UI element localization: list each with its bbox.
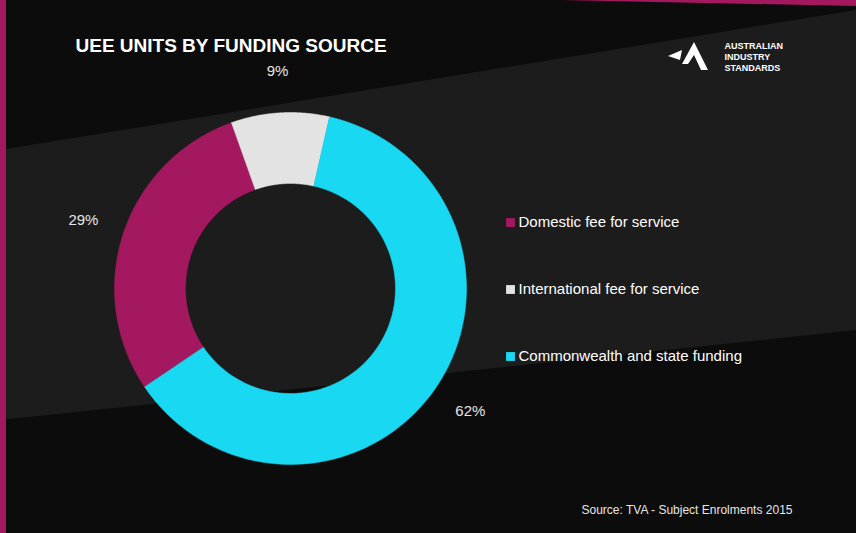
svg-text:STANDARDS: STANDARDS (725, 63, 781, 73)
svg-text:9%: 9% (267, 62, 289, 79)
svg-text:Source: TVA - Subject Enrolmen: Source: TVA - Subject Enrolments 2015 (581, 503, 792, 517)
svg-text:62%: 62% (455, 402, 485, 419)
svg-text:UEE UNITS BY FUNDING SOURCE: UEE UNITS BY FUNDING SOURCE (76, 35, 387, 56)
svg-text:AUSTRALIAN: AUSTRALIAN (725, 41, 784, 51)
svg-text:International fee for service: International fee for service (519, 280, 700, 297)
svg-text:INDUSTRY: INDUSTRY (725, 52, 771, 62)
svg-text:Commonwealth and state funding: Commonwealth and state funding (519, 347, 742, 364)
svg-text:Domestic fee for service: Domestic fee for service (519, 213, 680, 230)
svg-text:29%: 29% (68, 211, 98, 228)
